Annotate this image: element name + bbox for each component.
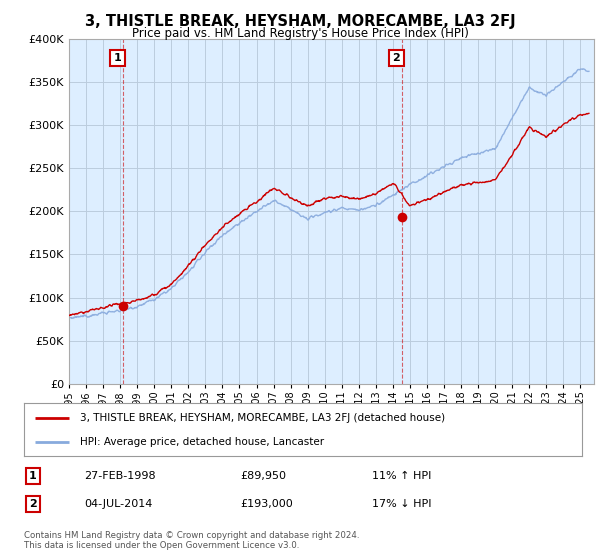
Text: 17% ↓ HPI: 17% ↓ HPI <box>372 499 431 509</box>
Text: 11% ↑ HPI: 11% ↑ HPI <box>372 471 431 481</box>
Text: 1: 1 <box>114 53 121 63</box>
Text: £89,950: £89,950 <box>240 471 286 481</box>
Text: Price paid vs. HM Land Registry's House Price Index (HPI): Price paid vs. HM Land Registry's House … <box>131 27 469 40</box>
Text: HPI: Average price, detached house, Lancaster: HPI: Average price, detached house, Lanc… <box>80 437 324 447</box>
Text: 3, THISTLE BREAK, HEYSHAM, MORECAMBE, LA3 2FJ: 3, THISTLE BREAK, HEYSHAM, MORECAMBE, LA… <box>85 14 515 29</box>
Text: 2: 2 <box>392 53 400 63</box>
Text: Contains HM Land Registry data © Crown copyright and database right 2024.
This d: Contains HM Land Registry data © Crown c… <box>24 531 359 550</box>
Text: 2: 2 <box>29 499 37 509</box>
Text: 04-JUL-2014: 04-JUL-2014 <box>84 499 152 509</box>
Text: 3, THISTLE BREAK, HEYSHAM, MORECAMBE, LA3 2FJ (detached house): 3, THISTLE BREAK, HEYSHAM, MORECAMBE, LA… <box>80 413 445 423</box>
Text: 27-FEB-1998: 27-FEB-1998 <box>84 471 155 481</box>
Text: £193,000: £193,000 <box>240 499 293 509</box>
Text: 1: 1 <box>29 471 37 481</box>
